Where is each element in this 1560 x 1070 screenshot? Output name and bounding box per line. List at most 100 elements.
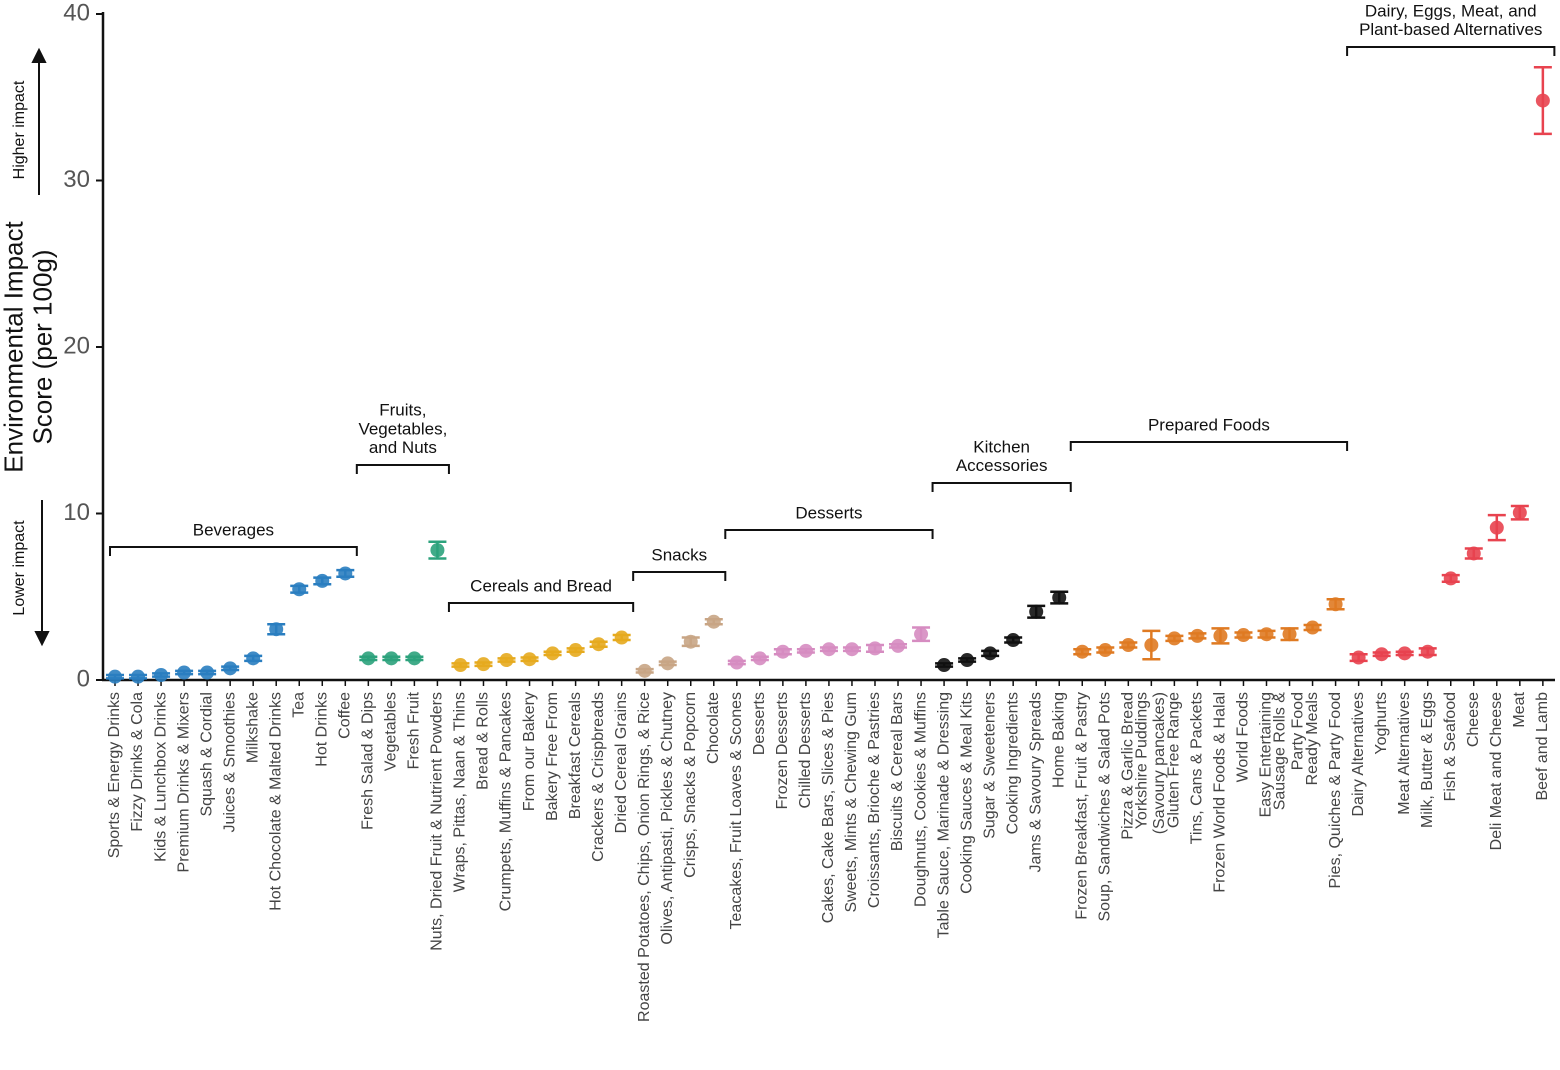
x-tick-label: Sausage Rolls &Party Food — [1272, 692, 1307, 811]
x-tick-label: Soup, Sandwiches & Salad Pots — [1097, 692, 1114, 921]
group-bracket — [1069, 441, 1349, 451]
arrow-head — [31, 47, 47, 63]
y-tick-label: 40 — [63, 0, 90, 26]
x-tick-label: Gluten Free Range — [1166, 692, 1183, 828]
point — [798, 643, 813, 658]
x-tick-label: World Foods — [1235, 692, 1252, 782]
x-tick-label: Doughnuts, Cookies & Muffins — [912, 692, 929, 907]
point — [1052, 590, 1067, 605]
x-tick-label: Home Baking — [1050, 692, 1067, 788]
x-tick-label: Deli Meat and Cheese — [1488, 692, 1505, 850]
x-tick-label: Meat — [1511, 691, 1528, 727]
point — [1374, 647, 1389, 662]
point — [1535, 93, 1550, 108]
x-tick-label: Juices & Smoothies — [221, 692, 238, 833]
point — [683, 634, 698, 649]
point — [1328, 597, 1343, 612]
y-tick-label: 0 — [77, 665, 90, 692]
annotation: Higher impact — [11, 80, 28, 179]
x-tick-label: Crisps, Snacks & Popcorn — [682, 692, 699, 878]
x-tick-label: From our Bakery — [521, 692, 538, 811]
x-tick-label: Fizzy Drinks & Cola — [129, 692, 146, 832]
point — [1305, 620, 1320, 635]
point — [1236, 628, 1251, 643]
point — [476, 657, 491, 672]
y-axis-title: Environmental ImpactScore (per 100g) — [0, 221, 57, 473]
point — [407, 651, 422, 666]
point — [1098, 643, 1113, 658]
x-tick-label: Table Sauce, Marinade & Dressing — [935, 692, 952, 938]
point — [729, 655, 744, 670]
point — [914, 627, 929, 642]
x-tick-label: Meat Alternatives — [1396, 692, 1413, 815]
point — [1512, 505, 1527, 520]
x-tick-label: Wraps, Pittas, Naan & Thins — [452, 692, 469, 892]
point — [1397, 646, 1412, 661]
point — [1443, 571, 1458, 586]
x-tick-label: Cakes, Cake Bars, Slices & Pies — [820, 692, 837, 923]
point — [706, 614, 721, 629]
x-tick-label: Yoghurts — [1373, 692, 1390, 755]
x-tick-label: Nuts, Dried Fruit & Nutrient Powders — [429, 692, 446, 951]
point — [108, 669, 122, 684]
point — [1282, 627, 1297, 642]
x-tick-label: Bakery Free From — [544, 692, 561, 821]
point — [960, 653, 975, 668]
point — [1029, 604, 1044, 619]
x-tick-label: Dairy Alternatives — [1350, 692, 1367, 817]
point — [384, 651, 399, 666]
x-tick-label: Coffee — [337, 692, 354, 739]
point — [844, 642, 859, 657]
x-tick-label: Croissants, Brioche & Pastries — [866, 692, 883, 908]
x-tick-label: Crackers & Crispbreads — [590, 692, 607, 862]
point — [223, 661, 238, 676]
x-tick-label: Milkshake — [244, 692, 261, 763]
point — [200, 665, 215, 680]
point — [867, 641, 882, 656]
x-tick-label: Frozen Desserts — [774, 692, 791, 809]
x-tick-label: Premium Drinks & Mixers — [175, 692, 192, 872]
point — [821, 642, 836, 657]
x-tick-label: Sports & Energy Drinks — [106, 692, 123, 858]
point — [292, 582, 307, 597]
x-tick-label: Sweets, Mints & Chewing Gum — [843, 692, 860, 913]
group-bracket — [109, 546, 358, 556]
x-tick-label: Hot Drinks — [313, 692, 330, 767]
point — [1351, 650, 1366, 665]
y-tick-label: 20 — [63, 332, 90, 359]
group-bracket — [355, 464, 450, 474]
x-tick-label: Chocolate — [705, 692, 722, 764]
point — [246, 651, 261, 666]
point — [1075, 644, 1090, 659]
x-tick-label: Biscuits & Cereal Bars — [889, 692, 906, 851]
x-tick-label: Teacakes, Fruit Loaves & Scones — [728, 692, 745, 929]
x-tick-label: Kids & Lunchbox Drinks — [152, 692, 169, 862]
x-tick-label: Chilled Desserts — [797, 692, 814, 808]
x-tick-label: Tins, Cans & Packets — [1189, 692, 1206, 844]
group-bracket — [1346, 46, 1556, 56]
point — [1144, 638, 1159, 653]
x-tick-label: Squash & Cordial — [198, 692, 215, 817]
point — [269, 622, 284, 637]
x-tick-label: Milk, Butter & Eggs — [1419, 692, 1436, 828]
x-tick-label: Yorkshire Puddings(Savoury pancakes) — [1134, 692, 1169, 834]
point — [752, 651, 767, 666]
y-tick-label: 10 — [63, 499, 90, 526]
x-tick-label: Beef and Lamb — [1534, 692, 1551, 801]
point — [1466, 546, 1481, 561]
point — [1121, 638, 1136, 653]
x-tick-label: Sugar & Sweeteners — [981, 692, 998, 839]
x-tick-label: Dried Cereal Grains — [613, 692, 630, 833]
point — [937, 658, 952, 673]
point — [591, 637, 606, 652]
point — [1006, 633, 1021, 648]
group-label: Fruits, Vegetables, and Nuts — [358, 401, 447, 457]
x-tick-label: Frozen World Foods & Halal — [1212, 692, 1229, 893]
x-tick-label: Frozen Breakfast, Fruit & Pastry — [1073, 692, 1090, 920]
group-bracket — [632, 571, 727, 581]
x-tick-label: Vegetables — [383, 692, 400, 771]
group-label: Cereals and Bread — [470, 576, 612, 595]
point — [614, 630, 629, 645]
x-tick-label: Cheese — [1465, 692, 1482, 747]
